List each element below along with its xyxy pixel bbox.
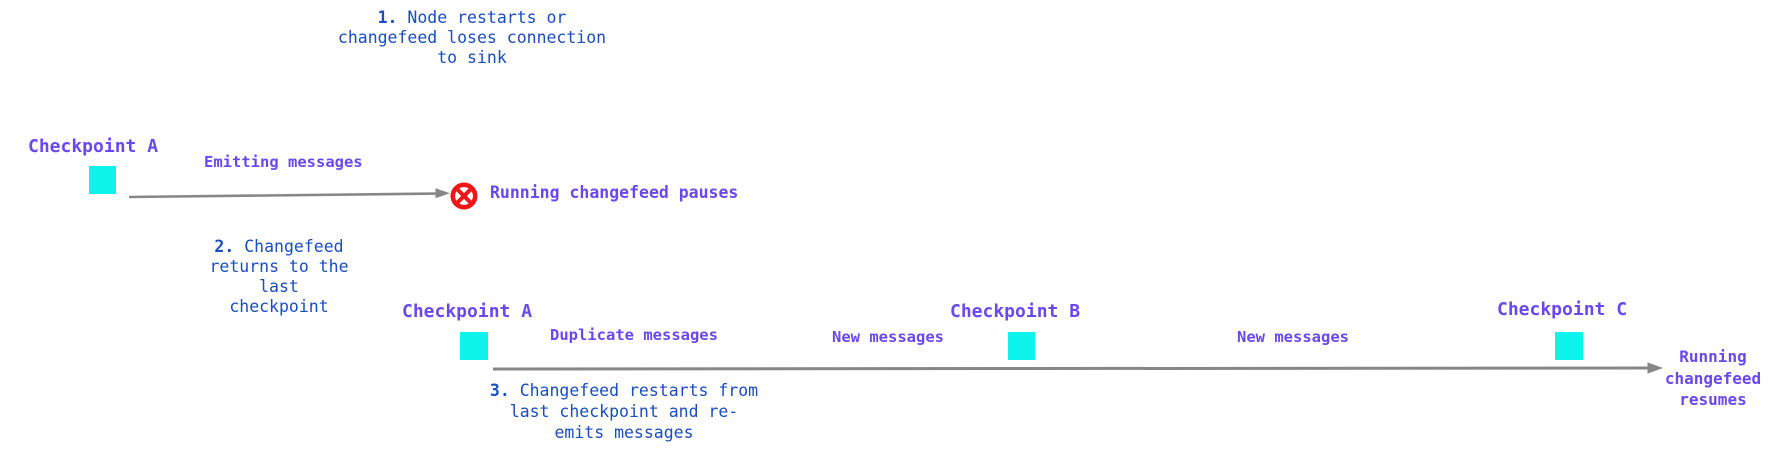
new-messages-label-1: New messages [832,328,944,346]
emitting-arrow [128,188,450,199]
step-1-note: 1. Node restarts or changefeed loses con… [338,8,606,68]
step-2-note: 2. Changefeed returns to the last checkp… [209,237,348,317]
step-2-number: 2. [214,237,235,256]
checkpoint-a-label-after: Checkpoint A [402,301,533,322]
running-changefeed-pauses-label: Running changefeed pauses [490,183,739,202]
step-1-text: Node restarts or changefeed loses connec… [337,8,607,67]
step-1-number: 1. [377,8,398,27]
running-changefeed-resumes-label: Running changefeed resumes [1664,347,1762,409]
new-messages-label-2: New messages [1237,328,1349,346]
step-3-text: Changefeed restarts from last checkpoint… [509,381,759,442]
checkpoint-b-label: Checkpoint B [950,301,1081,322]
checkpoint-c-marker [1555,332,1583,360]
checkpoint-a-marker-after [460,332,488,360]
checkpoint-c-label: Checkpoint C [1497,299,1628,320]
checkpoint-a-marker-before [89,166,116,194]
step-3-note: 3. Changefeed restarts from last checkpo… [490,380,758,443]
changefeed-pause-icon [450,182,478,210]
checkpoint-b-marker [1008,332,1035,360]
checkpoint-a-label-before: Checkpoint A [28,136,159,157]
step-3-number: 3. [489,381,510,400]
duplicate-messages-label: Duplicate messages [550,326,718,344]
emitting-messages-label: Emitting messages [204,153,363,171]
step-2-text: Changefeed returns to the last checkpoin… [209,237,349,316]
resume-arrow [492,362,1663,374]
